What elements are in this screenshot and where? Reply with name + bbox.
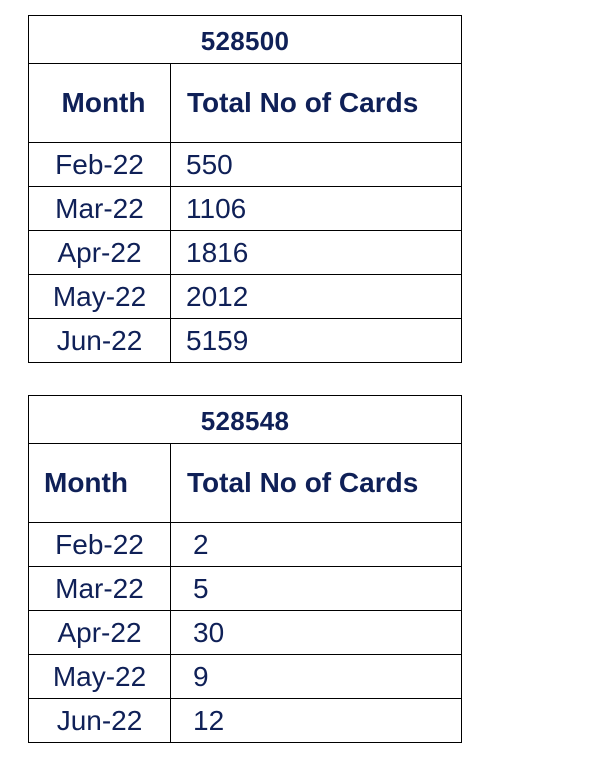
total-cards-column-header: Total No of Cards [170, 443, 462, 523]
table-header-row: Month Total No of Cards [28, 443, 462, 523]
table-row: Jun-22 5159 [28, 318, 462, 363]
month-cell: Feb-22 [28, 522, 171, 567]
table-row: Mar-22 1106 [28, 186, 462, 231]
cards-table-528548: 528548 Month Total No of Cards Feb-22 2 … [28, 395, 462, 743]
month-cell: Feb-22 [28, 142, 171, 187]
total-cards-cell: 1816 [170, 230, 462, 275]
month-cell: Mar-22 [28, 566, 171, 611]
month-cell: Mar-22 [28, 186, 171, 231]
total-cards-cell: 5159 [170, 318, 462, 363]
table-row: Apr-22 1816 [28, 230, 462, 275]
total-cards-cell: 5 [170, 566, 462, 611]
month-cell: Apr-22 [28, 230, 171, 275]
total-cards-cell: 1106 [170, 186, 462, 231]
table-code-row: 528548 [28, 395, 462, 444]
total-cards-cell: 2012 [170, 274, 462, 319]
table-code: 528548 [28, 395, 462, 444]
table-row: Jun-22 12 [28, 698, 462, 743]
total-cards-cell: 550 [170, 142, 462, 187]
table-code-row: 528500 [28, 15, 462, 64]
month-column-header: Month [28, 63, 171, 143]
cards-table-528500: 528500 Month Total No of Cards Feb-22 55… [28, 15, 462, 363]
total-cards-cell: 12 [170, 698, 462, 743]
table-row: Feb-22 550 [28, 142, 462, 187]
table-header-row: Month Total No of Cards [28, 63, 462, 143]
table-row: Feb-22 2 [28, 522, 462, 567]
table-row: Apr-22 30 [28, 610, 462, 655]
total-cards-column-header: Total No of Cards [170, 63, 462, 143]
month-cell: Jun-22 [28, 698, 171, 743]
table-code: 528500 [28, 15, 462, 64]
total-cards-cell: 9 [170, 654, 462, 699]
month-cell: Jun-22 [28, 318, 171, 363]
month-cell: May-22 [28, 274, 171, 319]
table-row: May-22 2012 [28, 274, 462, 319]
table-row: Mar-22 5 [28, 566, 462, 611]
month-cell: May-22 [28, 654, 171, 699]
total-cards-cell: 2 [170, 522, 462, 567]
table-row: May-22 9 [28, 654, 462, 699]
month-column-header: Month [28, 443, 171, 523]
month-cell: Apr-22 [28, 610, 171, 655]
total-cards-cell: 30 [170, 610, 462, 655]
